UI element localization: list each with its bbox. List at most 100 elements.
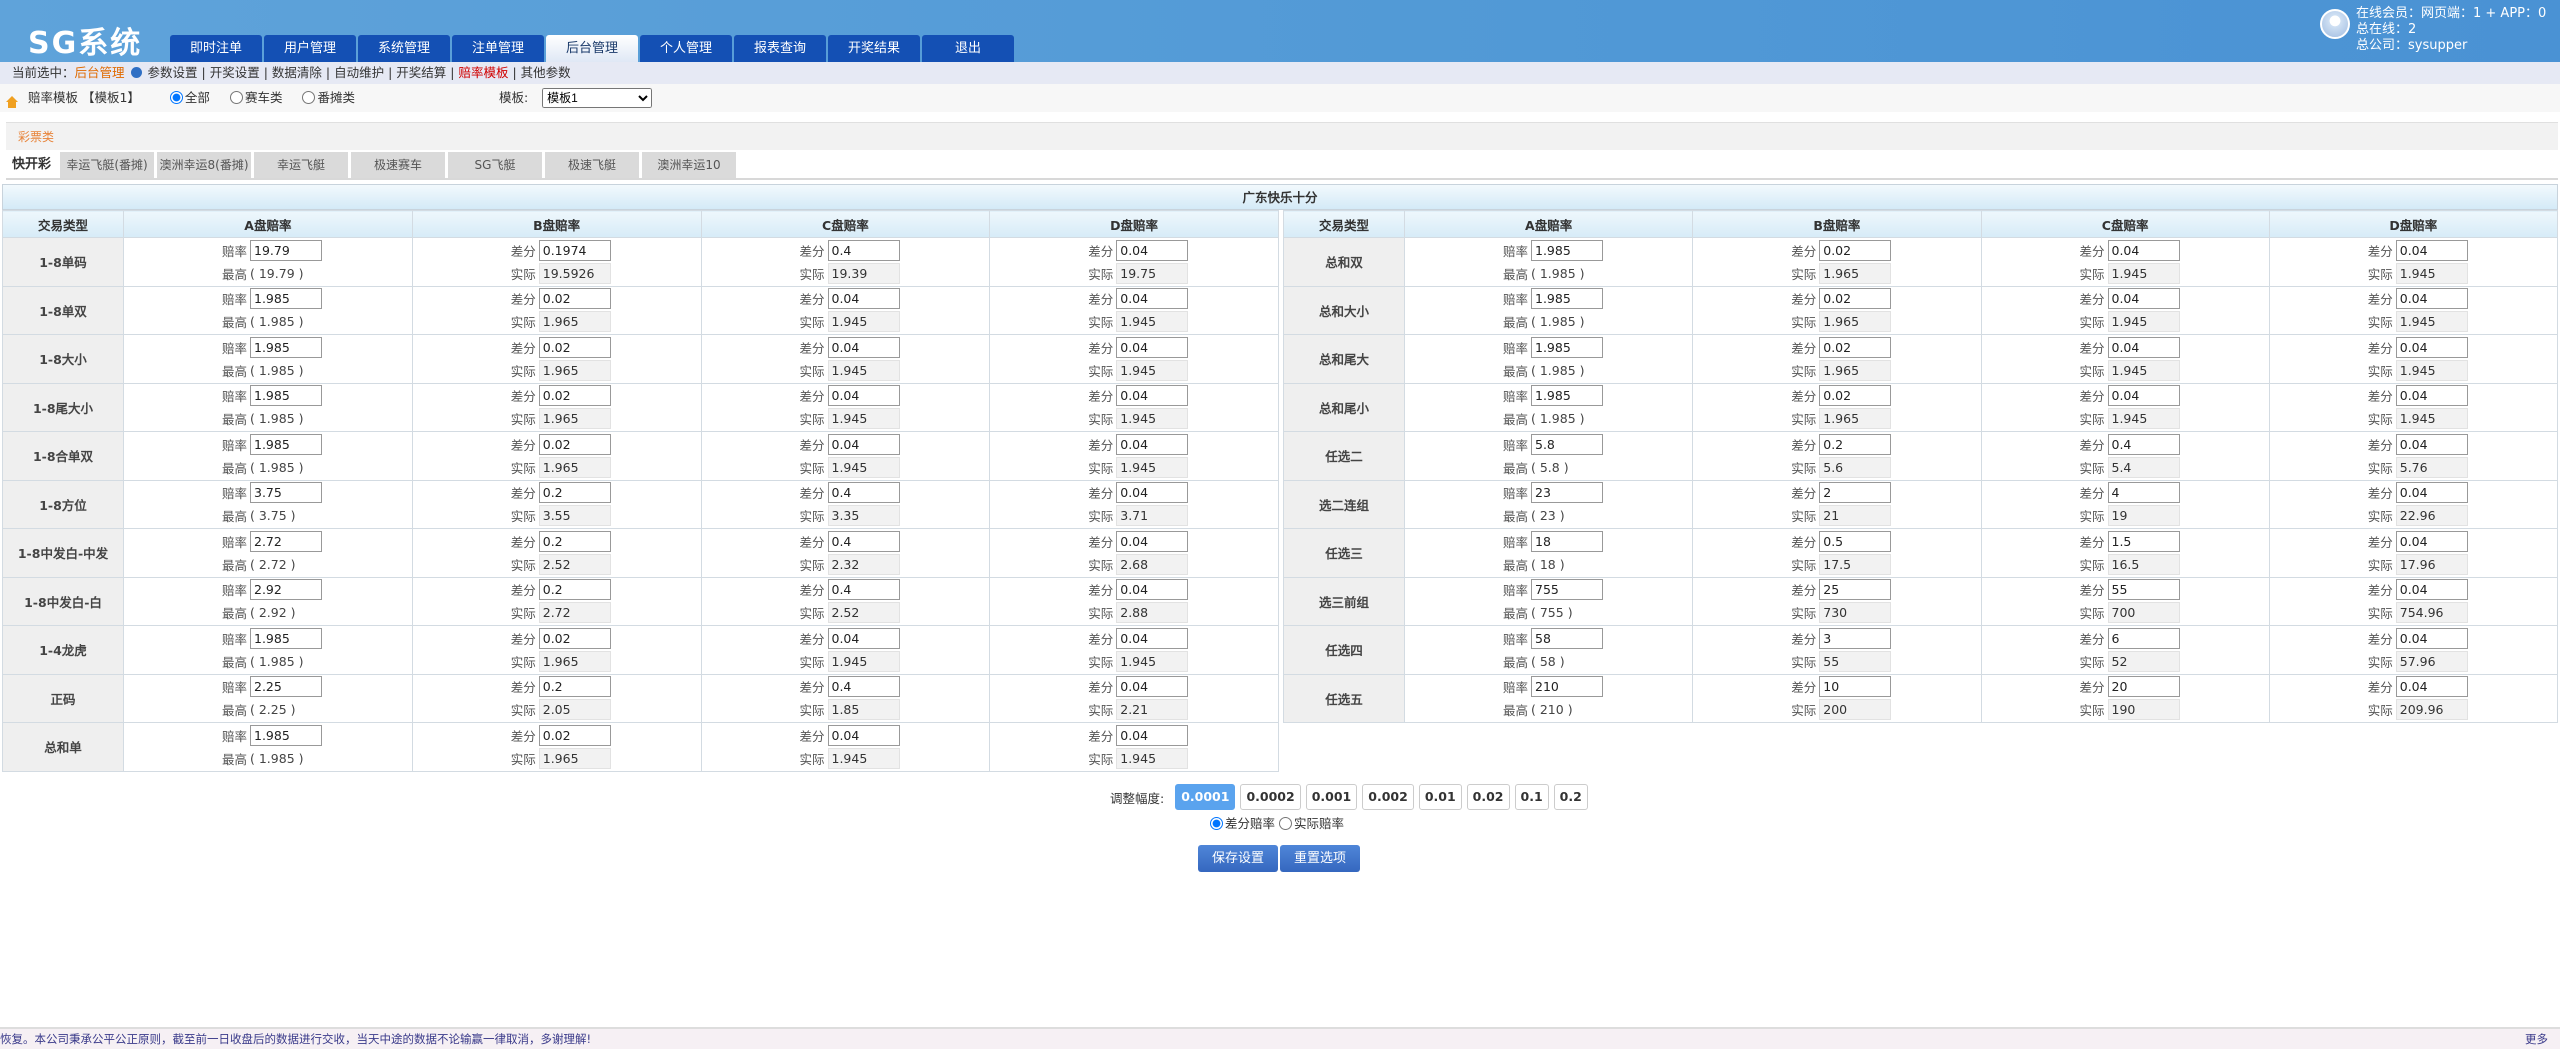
diff-input[interactable]: 0.04 (2395, 336, 2468, 358)
template-select[interactable]: 模板1 (542, 88, 653, 108)
diff-input[interactable]: 0.4 (827, 239, 900, 261)
diff-input[interactable]: 0.04 (2395, 385, 2468, 407)
game-tab[interactable]: 幸运飞艇 (254, 152, 349, 178)
odds-input[interactable]: 1.985 (1531, 288, 1603, 310)
game-tab[interactable]: 澳洲幸运10 (642, 152, 737, 178)
filter-radio[interactable]: 番摊类 (302, 90, 365, 105)
radio-input[interactable] (169, 91, 183, 104)
reset-button[interactable]: 重置选项 (1280, 845, 1360, 872)
diff-input[interactable]: 0.02 (538, 433, 611, 455)
step-button[interactable]: 0.0002 (1240, 784, 1301, 810)
diff-input[interactable]: 0.04 (1116, 579, 1189, 601)
diff-input[interactable]: 0.04 (2395, 579, 2468, 601)
diff-input[interactable]: 2 (1819, 482, 1892, 504)
diff-input[interactable]: 0.04 (2107, 288, 2180, 310)
filter-radio[interactable]: 全部 (169, 90, 220, 105)
diff-input[interactable]: 0.02 (538, 336, 611, 358)
radio-input[interactable] (229, 91, 243, 104)
diff-input[interactable]: 0.4 (827, 530, 900, 552)
diff-input[interactable]: 0.02 (538, 385, 611, 407)
diff-input[interactable]: 0.02 (1819, 288, 1892, 310)
odds-input[interactable]: 1.985 (250, 433, 322, 455)
step-button[interactable]: 0.002 (1362, 784, 1414, 810)
odds-input[interactable]: 58 (1531, 627, 1603, 649)
odds-input[interactable]: 3.75 (250, 482, 322, 504)
odds-input[interactable]: 23 (1531, 482, 1603, 504)
diff-input[interactable]: 0.04 (827, 336, 900, 358)
odds-input[interactable]: 5.8 (1531, 433, 1603, 455)
diff-input[interactable]: 0.02 (1819, 336, 1892, 358)
diff-input[interactable]: 0.04 (2395, 433, 2468, 455)
diff-input[interactable]: 0.04 (1116, 385, 1189, 407)
diff-input[interactable]: 0.04 (2395, 482, 2468, 504)
odds-input[interactable]: 210 (1531, 676, 1603, 698)
diff-input[interactable]: 0.2 (538, 676, 611, 698)
mode-radio[interactable]: 实际赔率 (1279, 816, 1344, 831)
diff-input[interactable]: 0.02 (538, 724, 611, 746)
odds-input[interactable]: 755 (1531, 579, 1603, 601)
nav-tab[interactable]: 个人管理 (640, 35, 732, 62)
diff-input[interactable]: 0.04 (1116, 676, 1189, 698)
diff-input[interactable]: 0.2 (538, 482, 611, 504)
diff-input[interactable]: 1.5 (2107, 530, 2180, 552)
odds-input[interactable]: 1.985 (1531, 336, 1603, 358)
mode-radio[interactable]: 差分赔率 (1210, 816, 1275, 831)
odds-input[interactable]: 2.92 (250, 579, 322, 601)
diff-input[interactable]: 0.04 (827, 627, 900, 649)
diff-input[interactable]: 0.02 (538, 288, 611, 310)
nav-tab[interactable]: 注单管理 (452, 35, 544, 62)
diff-input[interactable]: 0.02 (1819, 239, 1892, 261)
diff-input[interactable]: 0.04 (1116, 239, 1189, 261)
diff-input[interactable]: 0.4 (827, 482, 900, 504)
diff-input[interactable]: 25 (1819, 579, 1892, 601)
diff-input[interactable]: 0.1974 (538, 239, 611, 261)
diff-input[interactable]: 0.04 (1116, 336, 1189, 358)
odds-input[interactable]: 18 (1531, 530, 1603, 552)
step-button[interactable]: 0.02 (1466, 784, 1510, 810)
odds-input[interactable]: 1.985 (250, 724, 322, 746)
diff-input[interactable]: 6 (2107, 627, 2180, 649)
odds-input[interactable]: 1.985 (250, 336, 322, 358)
filter-radio[interactable]: 赛车类 (229, 90, 293, 105)
subnav-item[interactable]: 自动维护 (334, 65, 385, 80)
diff-input[interactable]: 20 (2107, 676, 2180, 698)
nav-tab[interactable]: 系统管理 (358, 35, 450, 62)
radio-input[interactable] (302, 91, 316, 104)
odds-input[interactable]: 1.985 (1531, 385, 1603, 407)
nav-tab[interactable]: 报表查询 (734, 35, 826, 62)
odds-input[interactable]: 1.985 (250, 627, 322, 649)
diff-input[interactable]: 0.2 (538, 530, 611, 552)
odds-input[interactable]: 1.985 (1531, 239, 1603, 261)
radio-input[interactable] (1210, 817, 1223, 830)
diff-input[interactable]: 0.2 (1819, 433, 1892, 455)
diff-input[interactable]: 0.04 (827, 433, 900, 455)
diff-input[interactable]: 0.2 (538, 579, 611, 601)
diff-input[interactable]: 55 (2107, 579, 2180, 601)
game-tab[interactable]: 幸运飞艇(番摊) (60, 152, 155, 178)
odds-input[interactable]: 1.985 (250, 288, 322, 310)
diff-input[interactable]: 10 (1819, 676, 1892, 698)
diff-input[interactable]: 0.04 (2395, 627, 2468, 649)
diff-input[interactable]: 0.04 (2395, 530, 2468, 552)
game-tab[interactable]: SG飞艇 (448, 152, 543, 178)
odds-input[interactable]: 2.25 (250, 676, 322, 698)
step-button[interactable]: 0.0001 (1175, 784, 1236, 810)
diff-input[interactable]: 0.04 (1116, 724, 1189, 746)
diff-input[interactable]: 0.04 (2395, 676, 2468, 698)
diff-input[interactable]: 0.04 (1116, 482, 1189, 504)
diff-input[interactable]: 0.4 (827, 579, 900, 601)
nav-tab[interactable]: 开奖结果 (828, 35, 920, 62)
diff-input[interactable]: 0.04 (2107, 239, 2180, 261)
subnav-item[interactable]: 开奖结算 (396, 65, 447, 80)
subnav-item[interactable]: 数据清除 (271, 65, 322, 80)
subnav-item[interactable]: 参数设置 (147, 65, 198, 80)
odds-input[interactable]: 2.72 (250, 530, 322, 552)
diff-input[interactable]: 0.04 (1116, 530, 1189, 552)
more-link[interactable]: 更多 (2525, 1032, 2548, 1046)
step-button[interactable]: 0.2 (1553, 784, 1588, 810)
nav-tab[interactable]: 后台管理 (546, 35, 638, 62)
diff-input[interactable]: 0.02 (1819, 385, 1892, 407)
game-tab[interactable]: 澳洲幸运8(番摊) (157, 152, 252, 178)
odds-input[interactable]: 19.79 (250, 239, 322, 261)
odds-input[interactable]: 1.985 (250, 385, 322, 407)
